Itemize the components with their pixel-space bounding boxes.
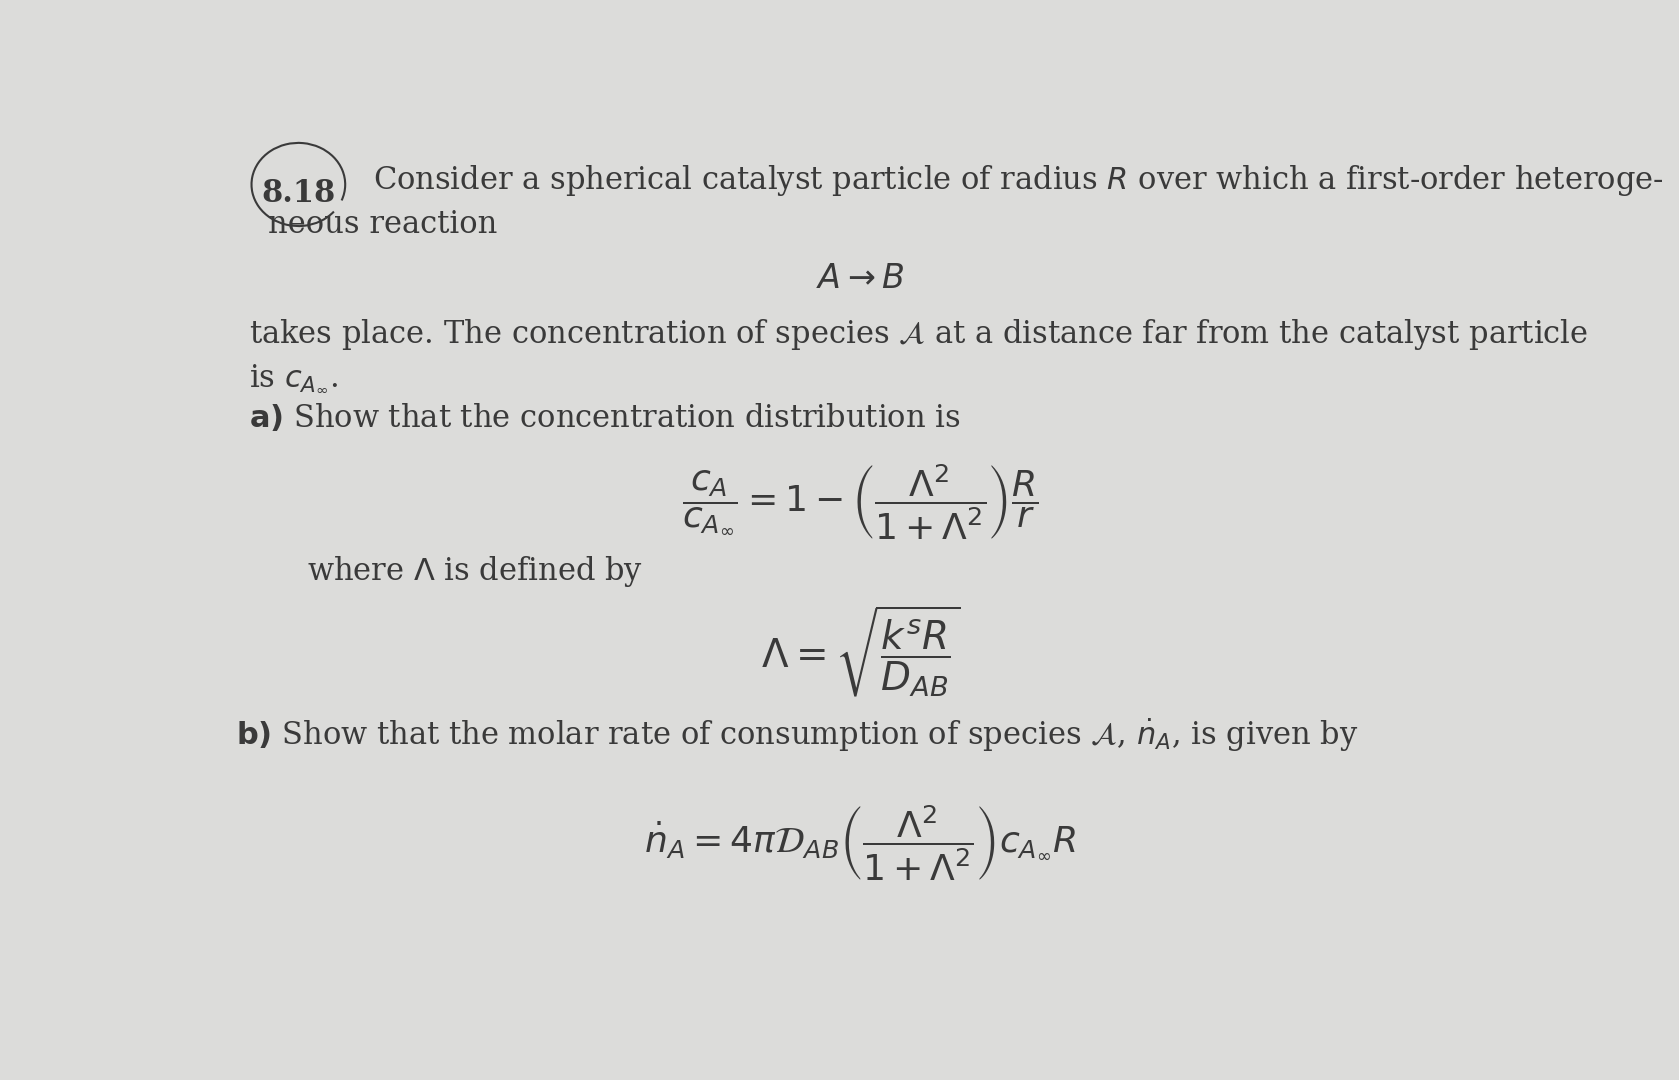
Text: Consider a spherical catalyst particle of radius $R$ over which a first-order he: Consider a spherical catalyst particle o… xyxy=(373,163,1664,198)
Text: $\Lambda = \sqrt{\dfrac{k^s R}{D_{AB}}}$: $\Lambda = \sqrt{\dfrac{k^s R}{D_{AB}}}$ xyxy=(761,604,960,699)
Text: $\mathit{\mathbf{a)}}$ Show that the concentration distribution is: $\mathit{\mathbf{a)}}$ Show that the con… xyxy=(248,402,960,433)
Text: 8.18: 8.18 xyxy=(262,178,336,208)
Text: takes place. The concentration of species $\mathcal{A}$ at a distance far from t: takes place. The concentration of specie… xyxy=(248,316,1588,352)
Text: $\dot{n}_A = 4\pi \mathcal{D}_{AB} \left(\dfrac{\Lambda^2}{1 + \Lambda^2}\right): $\dot{n}_A = 4\pi \mathcal{D}_{AB} \left… xyxy=(645,804,1076,882)
Text: $\dfrac{c_A}{c_{A_\infty}} = 1 - \left(\dfrac{\Lambda^2}{1 + \Lambda^2}\right)\d: $\dfrac{c_A}{c_{A_\infty}} = 1 - \left(\… xyxy=(682,462,1039,542)
Text: is $c_{A_\infty}$.: is $c_{A_\infty}$. xyxy=(248,363,337,394)
Text: neous reaction: neous reaction xyxy=(269,208,497,240)
Text: where $\Lambda$ is defined by: where $\Lambda$ is defined by xyxy=(307,554,643,589)
Text: $\mathit{\mathbf{b)}}$ Show that the molar rate of consumption of species $\math: $\mathit{\mathbf{b)}}$ Show that the mol… xyxy=(235,716,1358,754)
Text: $A \rightarrow B$: $A \rightarrow B$ xyxy=(816,262,905,295)
